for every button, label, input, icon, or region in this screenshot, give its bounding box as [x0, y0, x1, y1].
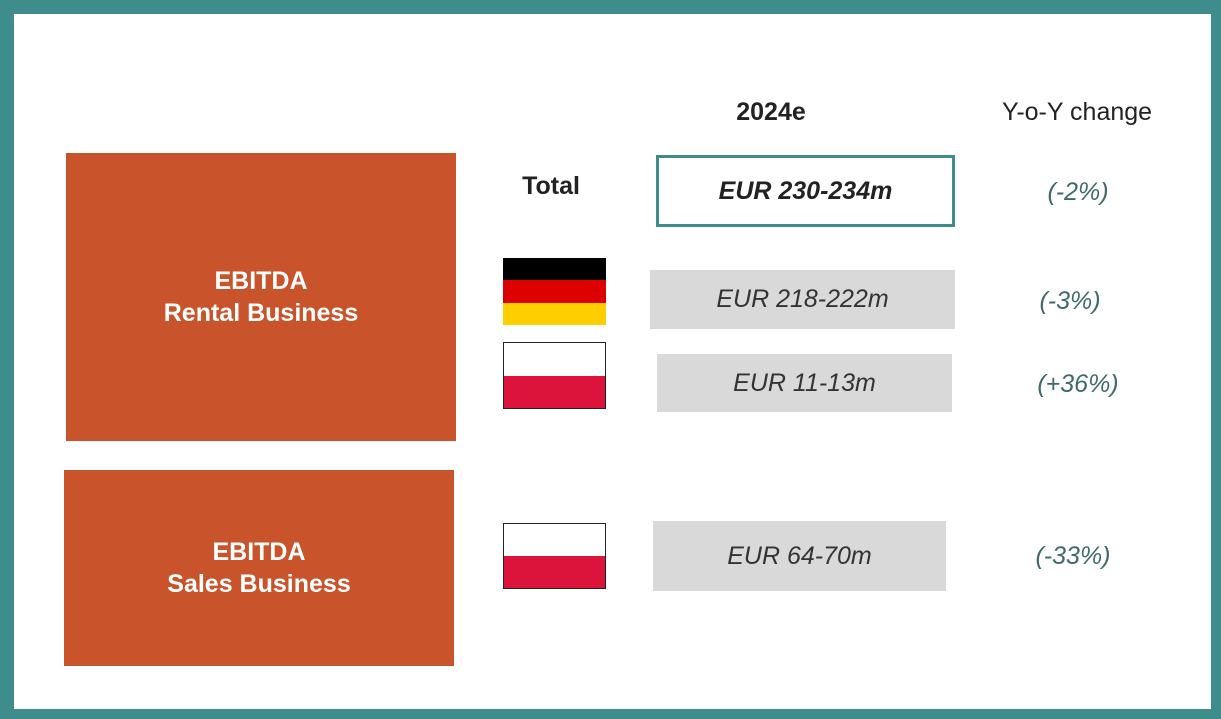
segment-label: Rental Business [163, 299, 359, 327]
change-value: (-33%) [1035, 542, 1111, 570]
change-value: (+36%) [1037, 370, 1119, 398]
period-header: 2024e [736, 98, 806, 126]
segment-label: Sales Business [167, 570, 351, 598]
value-box: EUR 64-70m [653, 521, 946, 591]
flag-poland [503, 523, 606, 589]
flag-poland [503, 342, 606, 409]
value-box: EUR 11-13m [657, 354, 952, 412]
row-label: Total [522, 172, 580, 200]
change-value: (-3%) [1039, 287, 1101, 315]
segment-box: EBITDA Sales Business [64, 470, 454, 666]
value-box: EUR 230-234m [656, 155, 955, 227]
segment-label: EBITDA [214, 267, 308, 295]
change-header: Y-o-Y change [1001, 98, 1153, 126]
value-box: EUR 218-222m [650, 270, 955, 329]
segment-label: EBITDA [212, 538, 306, 566]
flag-germany [503, 258, 606, 325]
segment-box: EBITDA Rental Business [66, 153, 456, 441]
change-value: (-2%) [1047, 178, 1109, 206]
